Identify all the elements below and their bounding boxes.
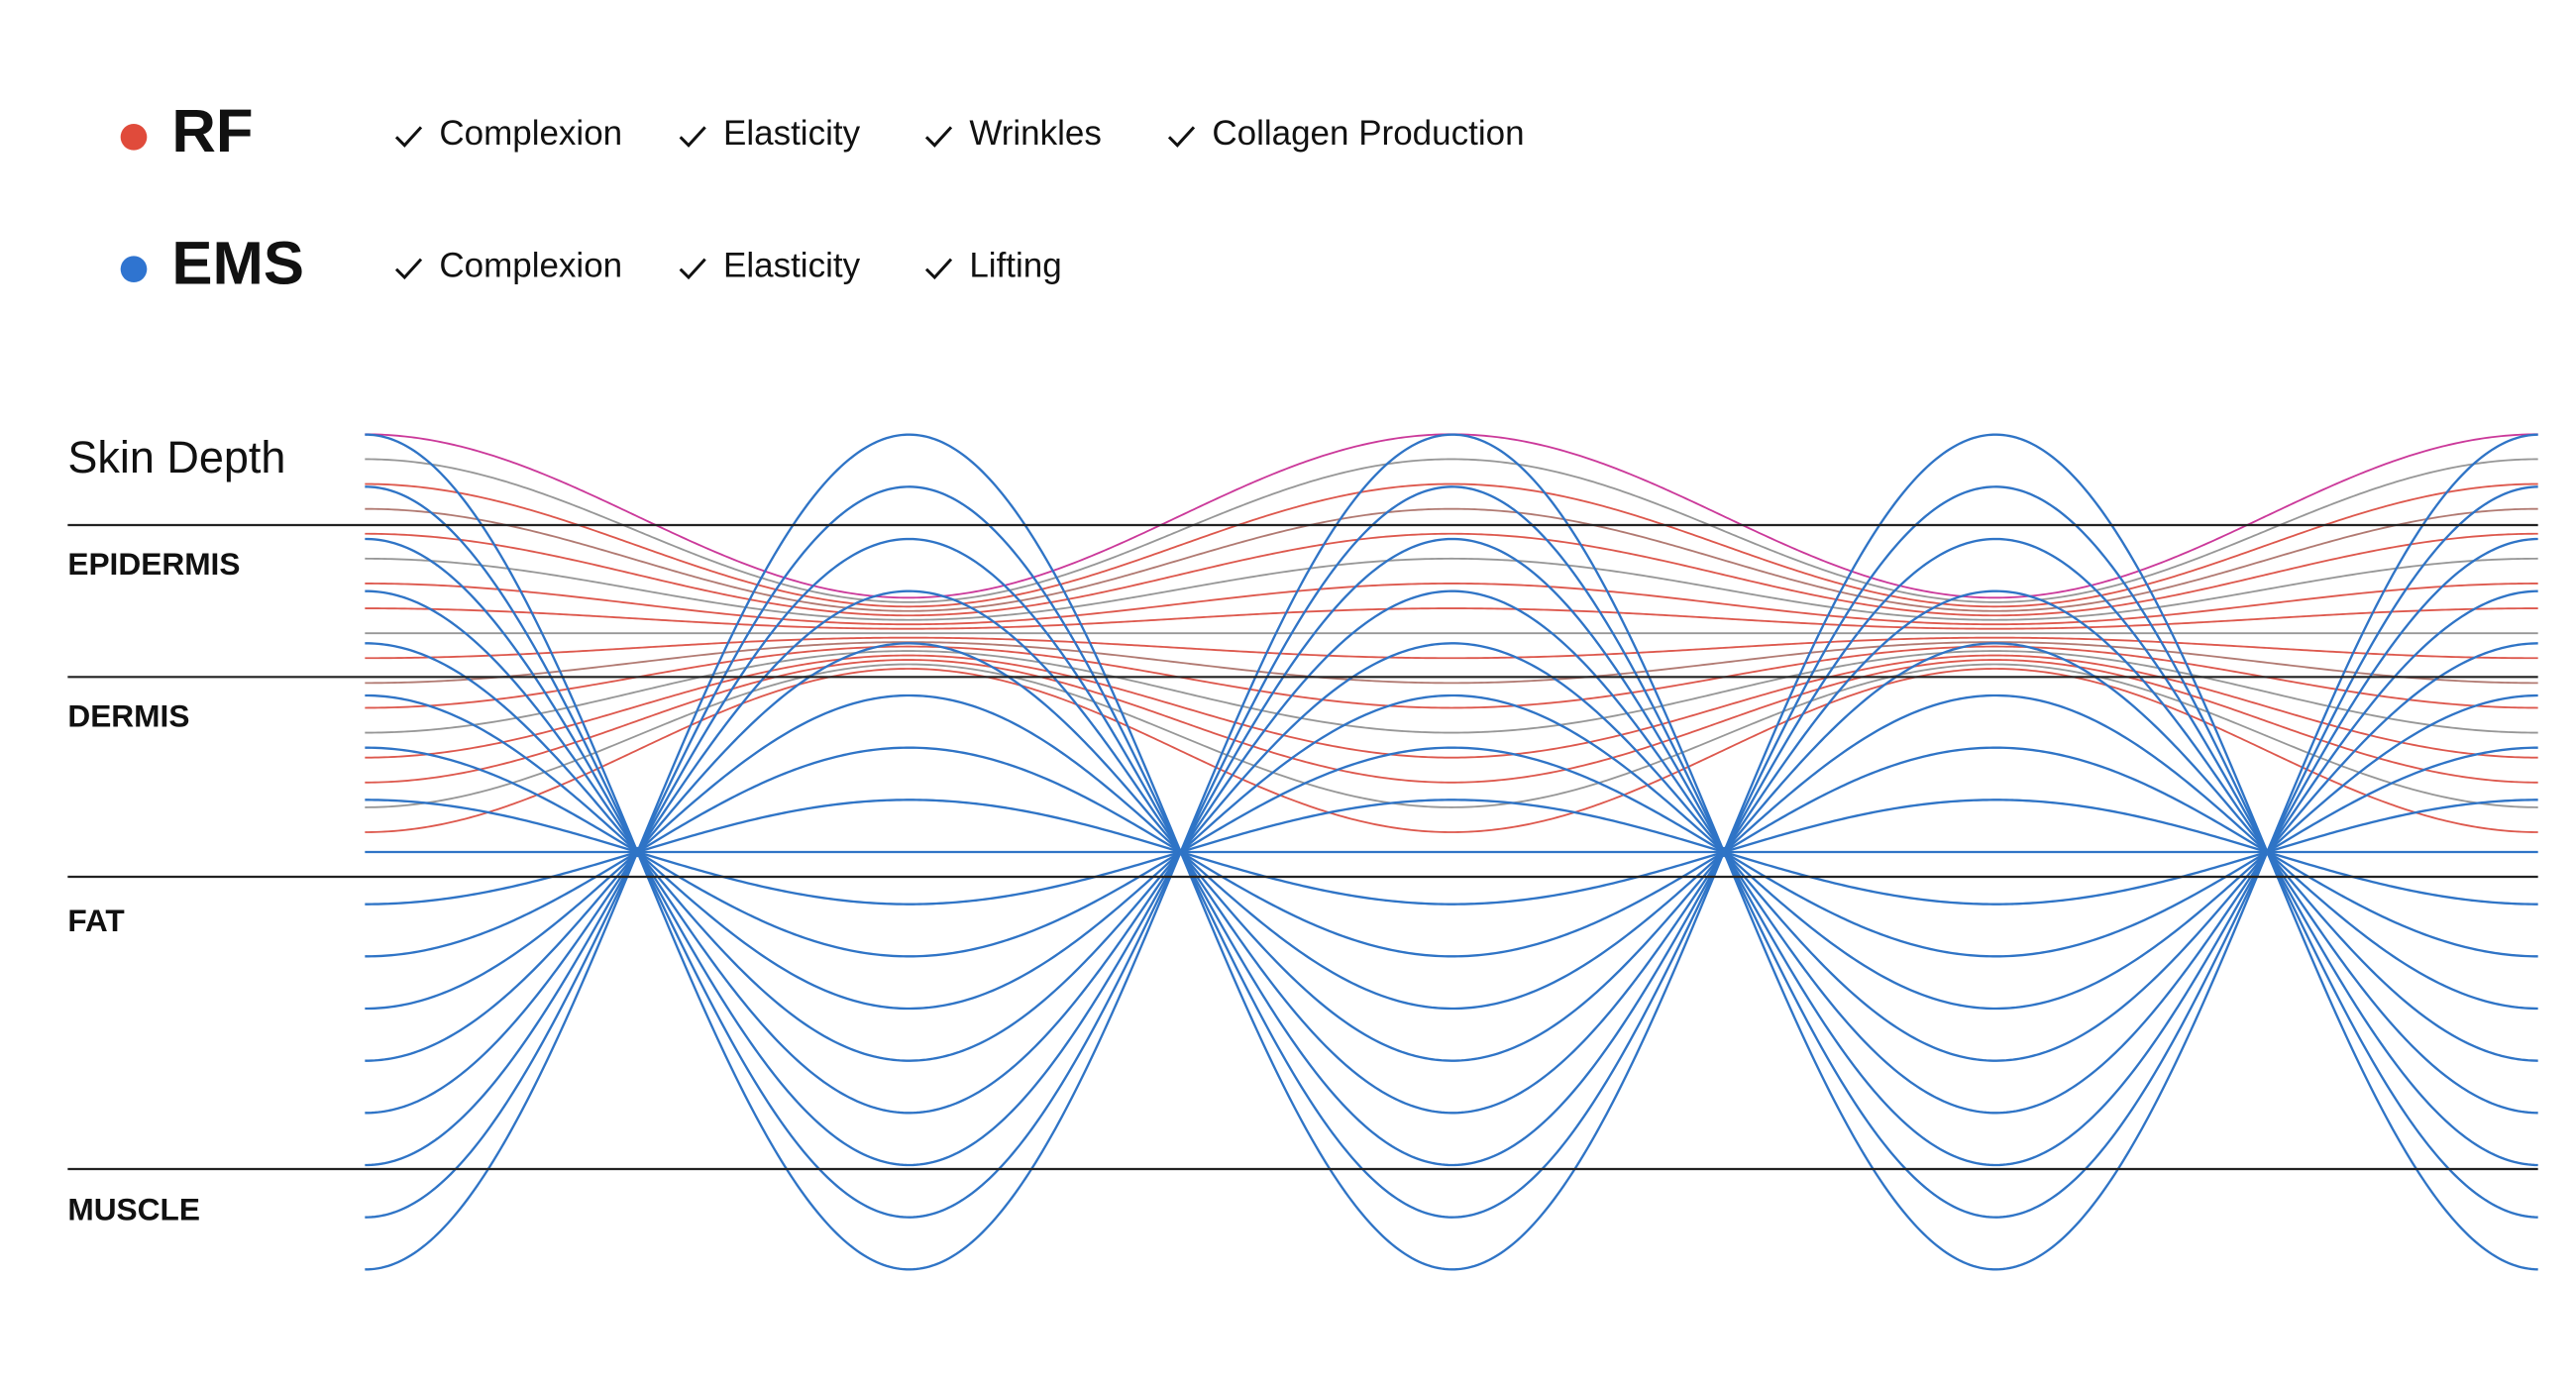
benefit-label: Elasticity xyxy=(723,114,861,153)
legend-name: EMS xyxy=(171,229,304,297)
rf-wave xyxy=(365,607,2538,630)
ems-wave xyxy=(365,433,2538,856)
ems-wave xyxy=(365,537,2538,855)
rf-wave xyxy=(365,654,2538,759)
layer-label: MUSCLE xyxy=(67,1192,200,1227)
layer-label: DERMIS xyxy=(67,697,189,733)
rf-wave xyxy=(365,641,2538,685)
check-icon xyxy=(924,126,953,148)
legend-dot xyxy=(120,256,148,282)
benefit-label: Complexion xyxy=(439,246,622,284)
rf-wave xyxy=(365,532,2538,617)
benefit-label: Complexion xyxy=(439,114,622,153)
ems-wave xyxy=(365,799,2538,854)
ems-wave xyxy=(365,485,2538,855)
check-icon xyxy=(394,126,423,148)
rf-wave xyxy=(365,663,2538,808)
layer-label: FAT xyxy=(67,903,124,938)
check-icon xyxy=(1167,126,1196,148)
legend-dot xyxy=(120,124,148,151)
ems-wave xyxy=(365,694,2538,854)
ems-wave xyxy=(365,849,2538,1219)
benefit-label: Elasticity xyxy=(723,246,861,284)
ems-wave xyxy=(365,849,2538,1167)
benefit-label: Lifting xyxy=(969,246,1061,284)
rf-wave xyxy=(365,557,2538,621)
layer-label: EPIDERMIS xyxy=(67,546,240,582)
ems-wave xyxy=(365,848,2538,1271)
rf-wave xyxy=(365,583,2538,626)
ems-wave xyxy=(365,850,2538,1062)
rf-wave xyxy=(365,636,2538,660)
benefit-label: Collagen Production xyxy=(1212,114,1524,153)
ems-wave xyxy=(365,849,2538,1115)
ems-wave xyxy=(365,850,2538,906)
check-icon xyxy=(679,258,706,280)
rf-wave xyxy=(365,507,2538,612)
ems-wave xyxy=(365,850,2538,1011)
rf-wave xyxy=(365,668,2538,833)
ems-wave xyxy=(365,589,2538,855)
ems-wave xyxy=(365,642,2538,854)
legend-name: RF xyxy=(171,97,253,165)
rf-wave xyxy=(365,458,2538,603)
rf-wave xyxy=(365,659,2538,784)
ems-wave xyxy=(365,850,2538,958)
ems-wave xyxy=(365,746,2538,854)
check-icon xyxy=(924,258,953,280)
rf-wave xyxy=(365,645,2538,709)
rf-wave xyxy=(365,482,2538,608)
axis-label: Skin Depth xyxy=(67,432,285,482)
wave-layer xyxy=(365,433,2538,1271)
foreground: RF Complexion Elasticity Wrinkles Collagen P… xyxy=(67,97,2538,1227)
check-icon xyxy=(679,126,706,148)
benefit-label: Wrinkles xyxy=(969,114,1102,153)
check-icon xyxy=(394,258,423,280)
